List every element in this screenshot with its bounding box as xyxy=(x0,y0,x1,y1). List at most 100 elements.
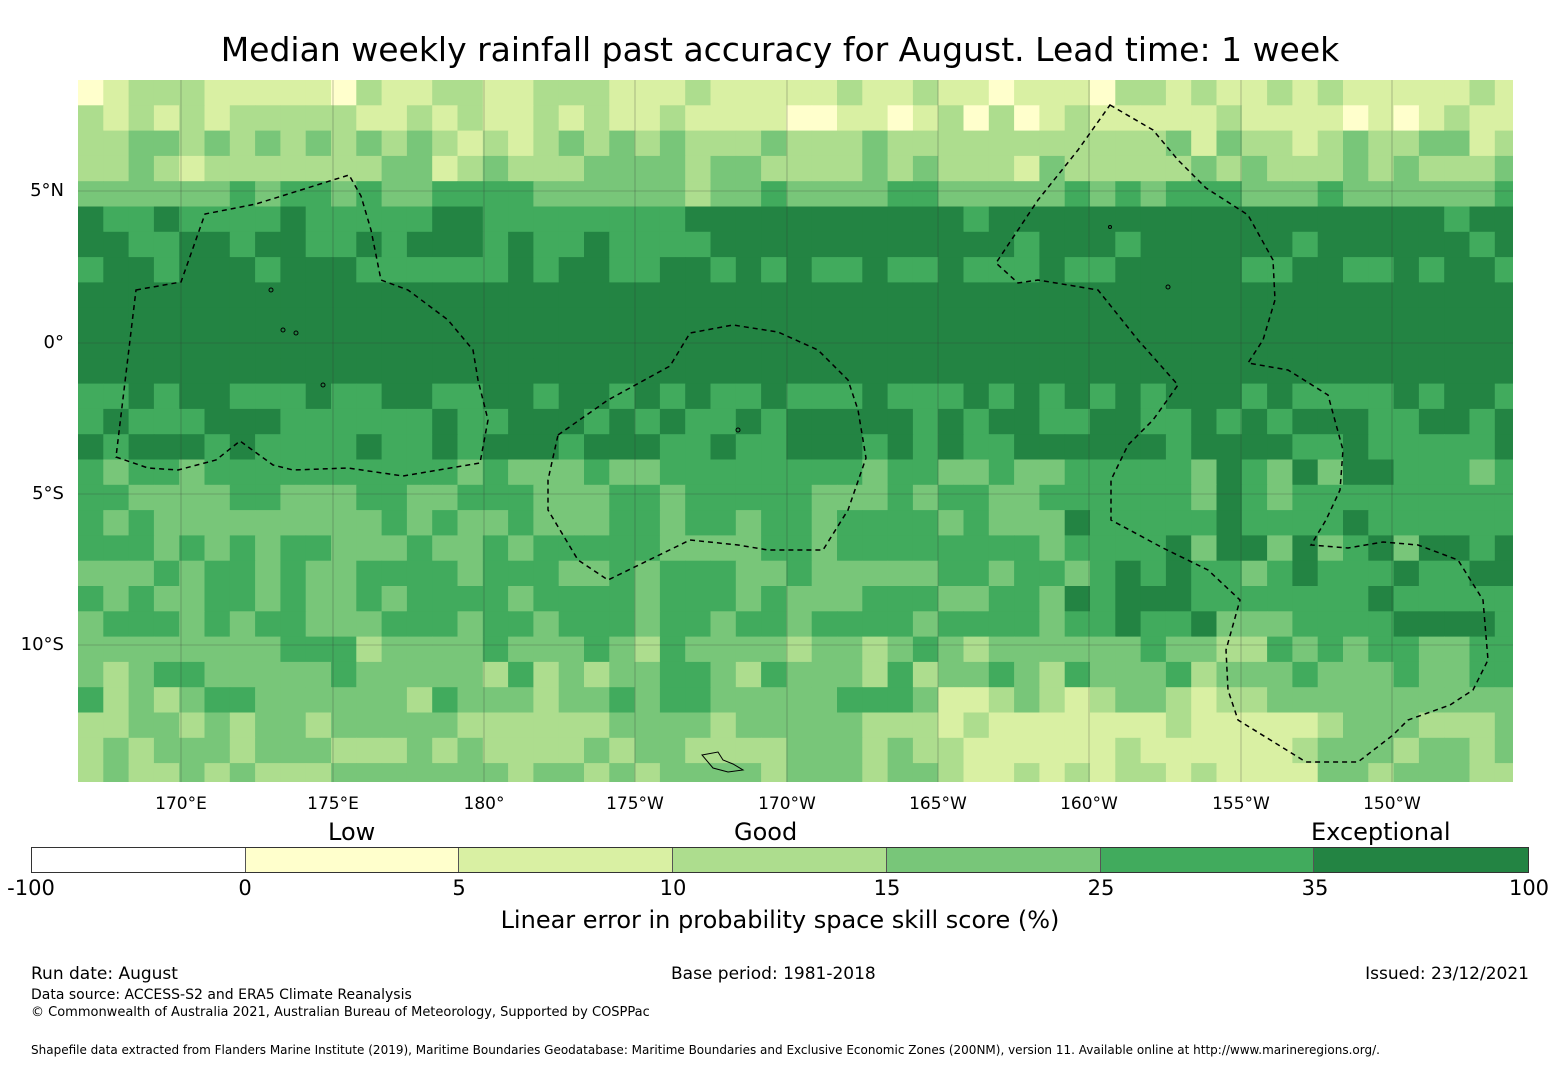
skill-grid-cell xyxy=(887,130,914,157)
skill-grid-cell xyxy=(1267,383,1293,410)
skill-grid-cell xyxy=(1014,763,1040,782)
skill-grid-cell xyxy=(1292,737,1319,764)
skill-grid-cell xyxy=(533,130,560,157)
skill-grid-cell xyxy=(1115,333,1142,359)
skill-grid-cell xyxy=(862,661,889,688)
skill-grid-cell xyxy=(1444,560,1470,587)
skill-grid-cell xyxy=(938,282,964,309)
skill-grid-cell xyxy=(78,586,104,612)
skill-grid-cell xyxy=(1343,383,1369,410)
skill-grid-cell xyxy=(103,155,130,182)
skill-grid-cell xyxy=(659,105,686,132)
skill-grid-cell xyxy=(1165,484,1192,511)
skill-grid-cell xyxy=(1444,586,1470,612)
skill-grid-cell xyxy=(229,763,256,782)
skill-grid-cell xyxy=(1292,358,1319,385)
skill-grid-cell xyxy=(938,636,964,663)
skill-grid-cell xyxy=(179,737,205,764)
skill-grid-cell xyxy=(761,434,787,460)
skill-grid-cell xyxy=(1267,510,1293,536)
skill-grid-cell xyxy=(432,105,458,132)
skill-grid-cell xyxy=(1216,484,1243,511)
skill-grid-cell xyxy=(153,636,180,663)
skill-grid-cell xyxy=(255,434,281,460)
skill-grid-cell xyxy=(1140,763,1167,782)
skill-grid-cell xyxy=(356,535,383,562)
skill-grid-cell xyxy=(1115,636,1142,663)
skill-grid-cell xyxy=(786,206,813,233)
skill-grid-cell xyxy=(381,661,408,688)
skill-grid-cell xyxy=(912,181,939,207)
skill-grid-cell xyxy=(811,231,838,258)
skill-grid-cell xyxy=(634,408,661,435)
skill-grid-cell xyxy=(78,434,104,460)
skill-grid-cell xyxy=(482,636,509,663)
skill-grid-cell xyxy=(1494,737,1513,764)
skill-grid-cell xyxy=(1014,560,1040,587)
skill-grid-cell xyxy=(1064,383,1091,410)
skill-grid-cell xyxy=(280,130,307,157)
skill-grid-cell xyxy=(1368,307,1395,334)
skill-grid-cell xyxy=(988,155,1015,182)
legend-category-low: Low xyxy=(328,818,376,846)
skill-grid-cell xyxy=(179,257,205,283)
skill-grid-cell xyxy=(1140,80,1167,106)
skill-grid-cell xyxy=(153,560,180,587)
skill-grid-cell xyxy=(533,687,560,713)
skill-grid-cell xyxy=(1014,130,1040,157)
skill-grid-cell xyxy=(153,712,180,739)
skill-grid-cell xyxy=(508,408,534,435)
skill-grid-cell xyxy=(1292,712,1319,739)
skill-grid-cell xyxy=(331,687,357,713)
skill-grid-cell xyxy=(1064,181,1091,207)
skill-grid-cell xyxy=(381,105,408,132)
skill-grid-cell xyxy=(1393,155,1420,182)
skill-grid-cell xyxy=(938,307,964,334)
skill-grid-cell xyxy=(153,307,180,334)
skill-grid-cell xyxy=(331,535,357,562)
skill-grid-cell xyxy=(1267,586,1293,612)
skill-grid-cell xyxy=(735,535,762,562)
skill-grid-cell xyxy=(1115,231,1142,258)
skill-grid-cell xyxy=(584,307,610,334)
skill-grid-cell xyxy=(153,231,180,258)
skill-grid-cell xyxy=(1216,510,1243,536)
skill-grid-cell xyxy=(1267,661,1293,688)
skill-grid-cell xyxy=(280,257,307,283)
skill-grid-cell xyxy=(280,181,307,207)
skill-grid-cell xyxy=(938,257,964,283)
skill-grid-cell xyxy=(331,434,357,460)
skill-grid-cell xyxy=(1469,661,1496,688)
skill-grid-cell xyxy=(659,307,686,334)
skill-grid-cell xyxy=(761,459,787,486)
skill-grid-cell xyxy=(634,661,661,688)
map-gridlines xyxy=(78,80,1513,782)
skill-grid-cell xyxy=(887,484,914,511)
skill-grid-cell xyxy=(1317,586,1344,612)
skill-grid-cell xyxy=(179,181,205,207)
skill-grid-cell xyxy=(912,307,939,334)
skill-grid-cell xyxy=(1039,434,1066,460)
skill-grid-cell xyxy=(1343,333,1369,359)
colorbar-segment xyxy=(32,848,246,872)
skill-grid-cell xyxy=(963,231,990,258)
skill-grid-cell xyxy=(963,408,990,435)
skill-grid-cell xyxy=(811,510,838,536)
skill-grid-cell xyxy=(963,560,990,587)
skill-grid-cell xyxy=(1368,459,1395,486)
skill-grid-cell xyxy=(1165,130,1192,157)
skill-grid-cell xyxy=(1191,535,1217,562)
skill-grid-cell xyxy=(406,282,433,309)
skill-grid-cell xyxy=(381,712,408,739)
skill-grid-cell xyxy=(963,155,990,182)
skill-grid-cell xyxy=(1090,636,1116,663)
skill-grid-cell xyxy=(204,661,231,688)
skill-grid-cell xyxy=(381,763,408,782)
skill-grid-cell xyxy=(1368,560,1395,587)
skill-grid-cell xyxy=(862,408,889,435)
skill-grid-cell xyxy=(1165,181,1192,207)
skill-grid-cell xyxy=(1014,80,1040,106)
skill-grid-cell xyxy=(558,155,585,182)
skill-grid-cell xyxy=(78,712,104,739)
skill-grid-cell xyxy=(1140,737,1167,764)
